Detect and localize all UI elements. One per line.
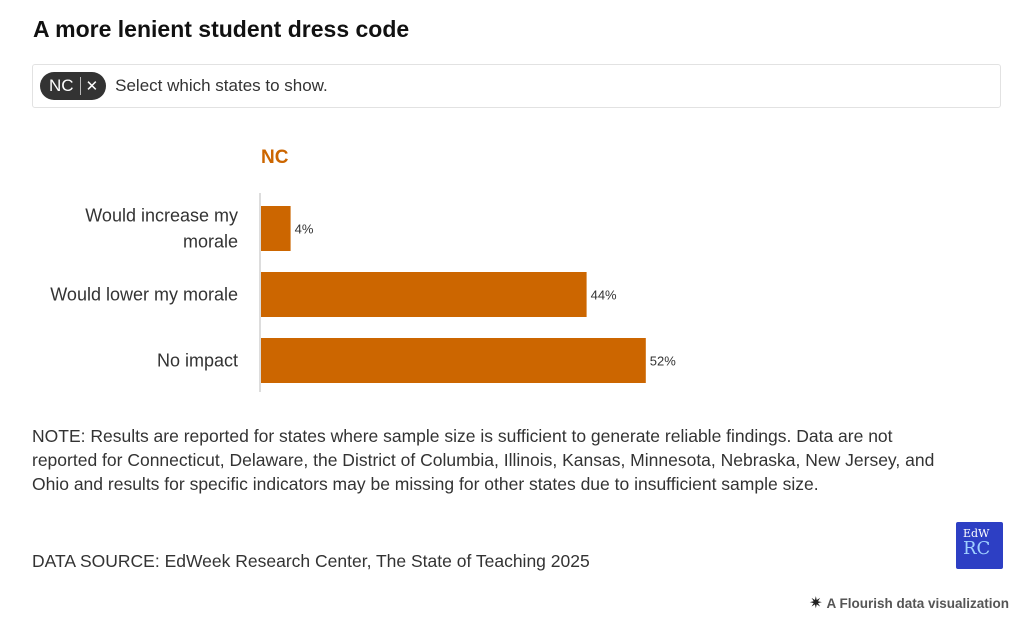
bar-value-label-0: 4% bbox=[295, 222, 314, 237]
flourish-star-icon: ✷ bbox=[809, 595, 823, 612]
data-source: DATA SOURCE: EdWeek Research Center, The… bbox=[32, 551, 590, 571]
bars-group: 4% Would increase my morale 44% Would lower … bbox=[50, 206, 676, 383]
bar-0[interactable] bbox=[261, 206, 291, 251]
panel-title: NC bbox=[261, 147, 289, 168]
category-label-1: Would lower my morale bbox=[50, 285, 238, 305]
logo-line-1: EdW bbox=[963, 527, 990, 540]
state-chip[interactable]: NC ✕ bbox=[40, 72, 107, 100]
category-label-0: Would increase my morale bbox=[85, 206, 238, 252]
chip-divider bbox=[79, 77, 81, 95]
filter-placeholder[interactable]: Select which states to show. bbox=[115, 76, 328, 95]
category-label-2: No impact bbox=[157, 351, 238, 371]
note-text: NOTE: Results are reported for states wh… bbox=[32, 426, 935, 494]
bar-1[interactable] bbox=[261, 272, 587, 317]
flourish-label: A Flourish data visualization bbox=[826, 595, 1009, 611]
bar-chart: NC 4% Would increase my morale 44% Would low… bbox=[50, 147, 676, 392]
flourish-credit[interactable]: ✷ A Flourish data visualization bbox=[809, 593, 1009, 613]
bar-2[interactable] bbox=[261, 338, 646, 383]
state-filter[interactable]: NC ✕ Select which states to show. bbox=[32, 64, 1001, 108]
state-chip-label: NC bbox=[49, 76, 74, 95]
edweek-rc-logo[interactable]: EdW RC bbox=[956, 522, 1003, 569]
bar-value-label-1: 44% bbox=[591, 288, 617, 303]
bar-value-label-2: 52% bbox=[650, 354, 676, 369]
close-icon[interactable]: ✕ bbox=[85, 77, 99, 95]
chart-title: A more lenient student dress code bbox=[33, 16, 410, 42]
logo-line-2: RC bbox=[963, 538, 991, 559]
